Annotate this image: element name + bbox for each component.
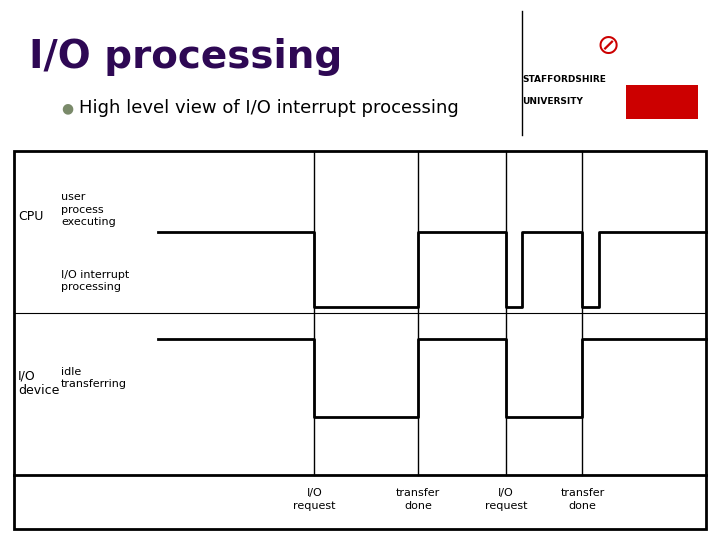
Text: user
process
executing: user process executing — [61, 192, 116, 227]
Text: ●: ● — [61, 101, 73, 115]
Text: STAFFORDSHIRE: STAFFORDSHIRE — [522, 76, 606, 84]
Text: transfer
done: transfer done — [396, 488, 441, 511]
Text: I/O
request: I/O request — [485, 488, 527, 511]
Text: idle
transferring: idle transferring — [61, 367, 127, 389]
Text: transfer
done: transfer done — [560, 488, 605, 511]
Text: CPU: CPU — [18, 210, 43, 222]
Text: ⊘: ⊘ — [597, 32, 620, 60]
Text: I/O processing: I/O processing — [29, 38, 342, 76]
FancyBboxPatch shape — [14, 151, 706, 529]
Text: High level view of I/O interrupt processing: High level view of I/O interrupt process… — [79, 99, 459, 117]
Text: I/O
device: I/O device — [18, 369, 59, 397]
Text: I/O
request: I/O request — [293, 488, 336, 511]
FancyBboxPatch shape — [626, 85, 698, 119]
Text: UNIVERSITY: UNIVERSITY — [522, 97, 583, 106]
Text: I/O interrupt
processing: I/O interrupt processing — [61, 269, 130, 292]
